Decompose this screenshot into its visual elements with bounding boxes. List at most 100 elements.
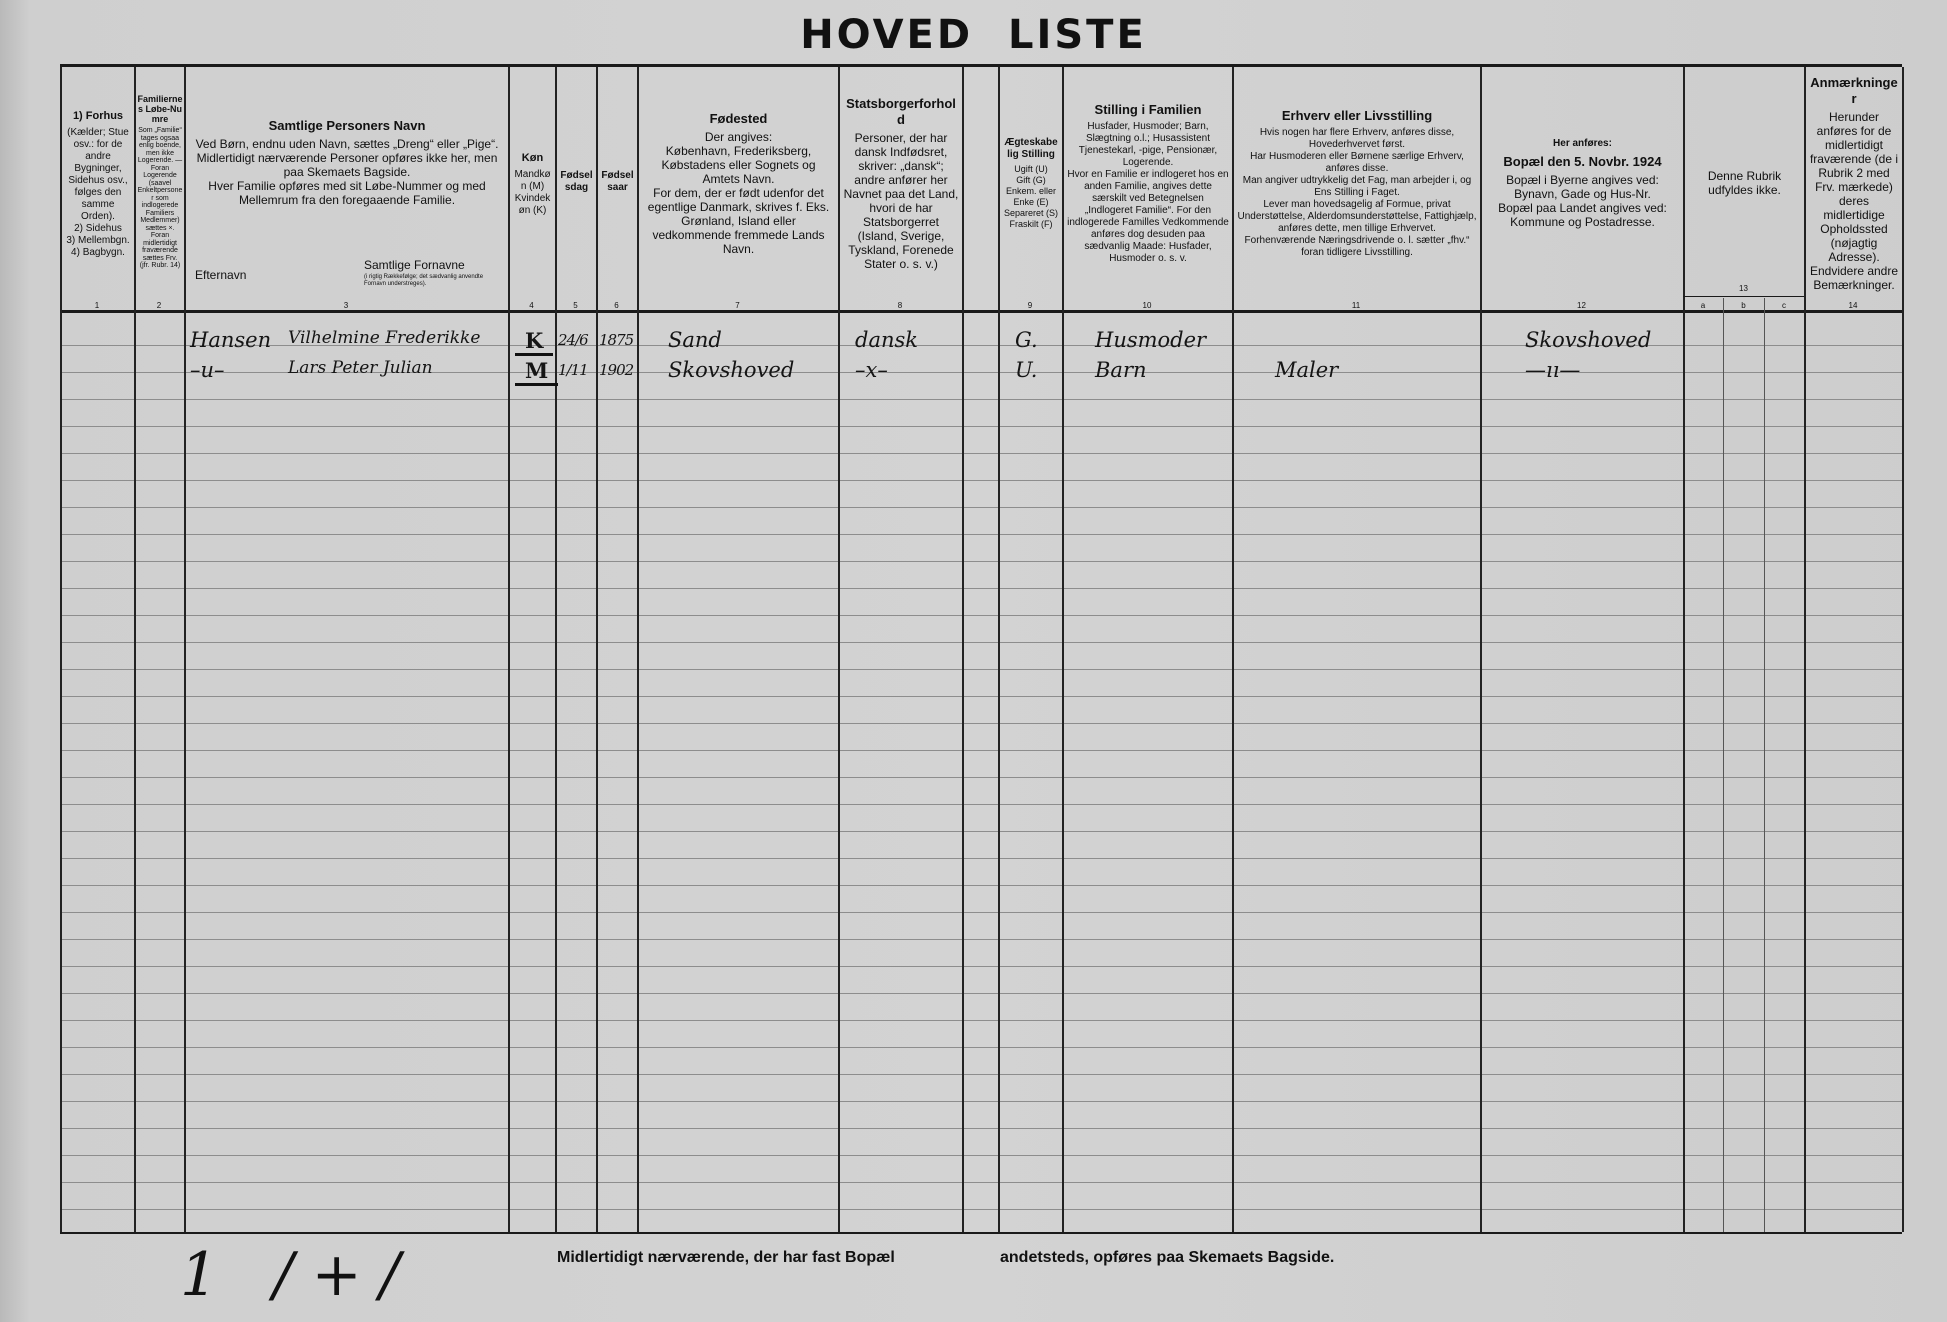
entry-year: 1875 xyxy=(599,331,634,349)
row-line xyxy=(60,426,1902,427)
header-title: Fødested xyxy=(709,110,768,126)
column-divider xyxy=(998,67,1000,1232)
column-header-10: Stilling i Familien Husfader, Husmoder; B… xyxy=(1064,72,1232,294)
column-divider xyxy=(184,67,186,1232)
row-line xyxy=(60,885,1902,886)
row-line xyxy=(60,804,1902,805)
row-line xyxy=(60,615,1902,616)
column-number: 7 xyxy=(735,301,740,310)
subcolumn-label: b xyxy=(1741,301,1746,310)
row-line xyxy=(60,912,1902,913)
header-title: Familiernes Løbe-Numre xyxy=(137,94,183,125)
row-line xyxy=(60,1155,1902,1156)
column-header-7: Fødested Der angives: København, Frederik… xyxy=(639,72,838,294)
header-title: Statsborgerforhold xyxy=(846,95,956,127)
header-body: Mandkøn (M) Kvindekøn (K) xyxy=(514,168,551,216)
row-line xyxy=(60,372,1902,373)
subcolumn-rule xyxy=(1683,296,1804,297)
top-rule xyxy=(60,64,1902,67)
header-body: Ugift (U) Gift (G) Enkem. eller Enke (E)… xyxy=(1003,163,1059,229)
subcolumn-label: a xyxy=(1700,301,1706,310)
given-names-note: (i rigtig Rækkefølge; det sædvanlig anve… xyxy=(364,274,484,287)
column-divider xyxy=(596,67,598,1232)
column-divider xyxy=(1062,67,1064,1232)
column-divider xyxy=(637,67,639,1232)
column-number: 4 xyxy=(529,301,534,310)
column-header-13: Denne Rubrik udfyldes ikke. xyxy=(1685,72,1804,294)
subcolumn-divider xyxy=(1764,298,1765,1232)
header-body: Denne Rubrik udfyldes ikke. xyxy=(1707,169,1782,197)
column-number: 14 xyxy=(1848,301,1858,310)
column-number: 11 xyxy=(1351,301,1361,310)
column-number: 1 xyxy=(94,301,100,310)
header-body: Bopæl i Byerne angives ved: Bynavn, Gade… xyxy=(1498,172,1667,229)
table-bottom-rule xyxy=(60,1232,1902,1234)
subcolumn-label: c xyxy=(1782,301,1786,310)
header-body: Herunder anføres for de midlertidigt fra… xyxy=(1809,109,1899,292)
row-line xyxy=(60,1128,1902,1129)
column-divider xyxy=(1683,67,1685,1232)
header-title: Erhverv eller Livsstilling xyxy=(1281,107,1433,123)
row-line xyxy=(60,642,1902,643)
column-number: 3 xyxy=(343,301,349,310)
column-header-1: 1) Forhus (Kælder; Stue osv.: for de andr… xyxy=(62,72,134,294)
header-body: Hvis nogen har flere Erhverv, anføres di… xyxy=(1237,126,1477,258)
column-header-2: Familiernes Løbe-Numre Som „Familie“ tage… xyxy=(136,68,184,296)
margin-note: 1 /+/ xyxy=(180,1240,418,1310)
column-header-11: Erhverv eller Livsstilling Hvis nogen har… xyxy=(1234,72,1480,294)
column-header-3: Samtlige Personers Navn Ved Børn, endnu u… xyxy=(186,72,508,252)
column-header-6: Fødselsaar xyxy=(598,72,637,294)
entry-position: Barn xyxy=(1095,358,1147,382)
row-line xyxy=(60,777,1902,778)
column-divider xyxy=(962,67,964,1232)
header-bottom-rule xyxy=(60,310,1902,313)
entry-citizenship: –x– xyxy=(855,358,888,382)
row-line xyxy=(60,1047,1902,1048)
page-title: HOVED LISTE xyxy=(800,12,1147,58)
header-title: Fødselsdag xyxy=(560,169,593,193)
column-number: 8 xyxy=(897,301,903,310)
surname-label: Efternavn xyxy=(195,268,247,282)
row-line xyxy=(60,561,1902,562)
row-line xyxy=(60,1182,1902,1183)
column-header-9: Ægteskabelig Stilling Ugift (U) Gift (G) … xyxy=(1000,72,1062,294)
row-line xyxy=(60,696,1902,697)
column-divider xyxy=(1804,67,1806,1232)
header-body: Personer, der har dansk Indfødsret, skri… xyxy=(843,130,959,271)
column-divider xyxy=(1902,67,1904,1232)
column-header-8: Statsborgerforhold Personer, der har dans… xyxy=(840,72,962,294)
row-line xyxy=(60,1020,1902,1021)
header-body: Som „Familie“ tages ogsaa enlig boende, … xyxy=(137,127,183,270)
entry-position: Husmoder xyxy=(1095,328,1207,352)
column-divider xyxy=(555,67,557,1232)
row-line xyxy=(60,1101,1902,1102)
entry-sex: K xyxy=(515,328,554,356)
header-body: (Kælder; Stue osv.: for de andre Bygning… xyxy=(66,126,130,258)
entry-birthplace: Sand xyxy=(668,328,722,352)
header-body: Husfader, Husmoder; Barn, Slægtning o.l.… xyxy=(1067,120,1229,264)
column-divider xyxy=(134,67,136,1232)
subcolumn-divider xyxy=(1723,298,1724,1232)
column-number: 6 xyxy=(614,301,619,310)
column-number: 12 xyxy=(1577,301,1586,310)
row-line xyxy=(60,723,1902,724)
entry-year: 1902 xyxy=(599,361,634,379)
row-line xyxy=(60,1074,1902,1075)
entry-residence: —ıı— xyxy=(1525,358,1581,382)
column-header-4: Køn Mandkøn (M) Kvindekøn (K) xyxy=(510,72,555,294)
column-header-5: Fødselsdag xyxy=(557,72,596,294)
entry-day: 1/11 xyxy=(558,361,589,379)
column-divider xyxy=(508,67,510,1232)
column-divider xyxy=(1232,67,1234,1232)
footer-note-left: Midlertidigt nærværende, der har fast Bo… xyxy=(557,1249,895,1266)
column-number: 2 xyxy=(156,301,162,310)
row-line xyxy=(60,480,1902,481)
column-number: 10 xyxy=(1142,301,1152,310)
row-line xyxy=(60,534,1902,535)
entry-day: 24/6 xyxy=(558,331,589,349)
column-number: 13 xyxy=(1739,284,1748,293)
header-title: Anmærkninger xyxy=(1810,74,1898,106)
entry-birthplace: Skovshoved xyxy=(668,358,795,382)
entry-occupation: Maler xyxy=(1275,358,1339,382)
entry-citizenship: dansk xyxy=(855,328,918,352)
